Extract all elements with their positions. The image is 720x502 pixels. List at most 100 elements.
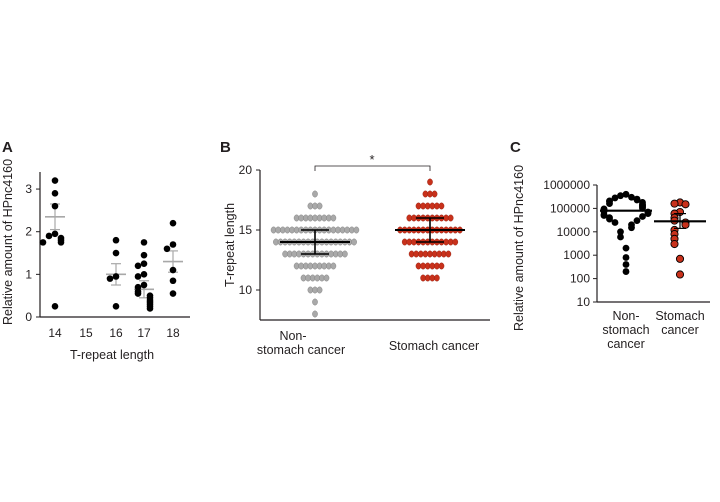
panel-b-data-point [323,274,330,282]
panel-c-data-point [600,212,608,219]
panel-a-x-label: T-repeat length [70,348,154,362]
panel-c-y-label: Relative amount of HPnc4160 [512,165,526,331]
panel-b-data-point [438,202,445,210]
panel-b-data-point [431,190,438,198]
panel-a-data-point [51,177,59,184]
panel-a-data-point [134,273,142,280]
panel-c-letter: C [510,139,521,156]
panel-a-y-tick-label: 1 [25,267,32,281]
panel-c-data-point [675,270,685,279]
panel-c-data-point [617,228,624,236]
panel-a-data-point [51,303,59,310]
panel-a-y-tick-label: 2 [25,225,32,239]
panel-c-y-tick-label: 100000 [550,201,590,215]
panel-b-data-point [353,226,360,234]
panel-c-data-point [633,217,641,225]
panel-b-x-tick-label: stomach cancer [257,343,345,357]
panel-a-data-point [140,281,148,289]
panel-c-data-point [628,224,635,232]
panel-a-data-point [51,202,59,210]
panel-a-x-tick-label: 14 [48,326,62,340]
panel-c-data-point [617,192,624,200]
panel-b-data-point [330,214,337,222]
panel-c-x-tick-label: stomach [602,323,649,337]
panel-b-data-point [312,190,318,198]
panel-a-data-point [140,271,148,278]
panel-c-data-point [681,200,690,209]
panel-a-data-point [134,262,142,270]
panel-a-data-point [39,239,47,246]
panel-b: B 10 15 20 Non-stomach cancer Stomach cance… [220,139,490,357]
panel-a-letter: A [2,139,13,156]
panel-a-data-point [112,303,120,310]
panel-a-data-point [51,190,59,197]
panel-b-data-point [312,298,318,306]
panel-b-letter: B [220,139,231,156]
panel-a-data-point [57,239,65,246]
panel-c-x-tick-label: Stomach [655,309,704,323]
panel-c-data-point [611,219,619,226]
panel-a-data-point [106,275,114,282]
panel-a-data-point [169,241,177,248]
panel-b-data-point [316,286,323,294]
panel-a-x-tick-label: 15 [79,326,93,340]
panel-b-data-point [330,262,337,270]
panel-a-y-tick-label: 3 [25,182,32,196]
panel-b-data-point [434,274,440,282]
panel-a-y-tick-label: 0 [25,310,32,324]
panel-c-x-tick-label: Non- [612,309,639,323]
panel-b-y-tick-label: 10 [239,283,253,297]
panel-a-y-label: Relative amount of HPnc4160 [1,159,15,325]
panel-a-data-point [45,232,53,240]
panel-c-y-tick-label: 1000 [563,248,590,262]
panel-b-data-point [427,178,433,186]
panel-c-data-point [628,193,635,201]
panel-a-x-tick-label: 16 [109,326,123,340]
panel-c-x-tick-label: cancer [661,323,699,337]
panel-b-data-point [438,262,445,270]
panel-a-data-point [140,251,148,259]
panel-c-data-point [644,210,652,217]
panel-c-data-point [633,196,641,204]
panel-a-data-point [140,260,148,267]
panel-b-data-point [312,310,318,318]
panel-c-data-point [606,215,613,223]
panel-b-x-tick-label: Non- [279,329,306,343]
panel-c-data-point [611,194,619,202]
panel-c-data-point [622,261,630,268]
panel-b-y-tick-label: 15 [239,223,253,237]
panel-a-data-point [163,245,171,253]
panel-a-data-point [146,305,154,312]
panel-a-data-point [51,230,59,238]
panel-c-y-tick-label: 10000 [557,225,591,239]
panel-a-data-point [169,219,177,227]
panel-c-data-point [670,239,679,249]
panel-b-data-point [342,250,348,258]
panel-c-data-point [622,190,630,198]
panel-a-x-tick-label: 17 [137,326,151,340]
panel-c-data-point [617,233,624,241]
panel-c-data-point [675,254,685,263]
panel-c: C 10 100 1000 10000 100000 1000000 Non-stomac… [510,139,710,351]
panel-c-x-tick-label: cancer [607,337,645,351]
panel-b-data-point [447,214,454,222]
panel-c-y-tick-label: 1000000 [543,178,590,192]
panel-a: A 0 1 2 3 14 15 16 17 18 Relative amount of HPn… [1,139,190,362]
panel-a-x-tick-label: 18 [166,326,180,340]
panel-c-data-point [670,199,679,208]
panel-c-data-point [639,213,646,220]
panel-b-data-point [351,238,357,246]
panel-a-data-point [112,273,120,280]
panel-c-y-tick-label: 10 [577,295,591,309]
panel-a-data-point [112,249,120,257]
panel-b-y-tick-label: 20 [239,163,253,177]
panel-a-data-point [140,239,148,246]
panel-c-data-point [622,244,630,252]
panel-c-data-point [606,200,613,208]
panel-a-data-point [169,290,177,297]
significance-star: * [369,152,374,167]
significance-bracket [314,165,431,171]
panel-b-data-point [445,250,452,258]
panel-b-data-point [452,238,459,246]
